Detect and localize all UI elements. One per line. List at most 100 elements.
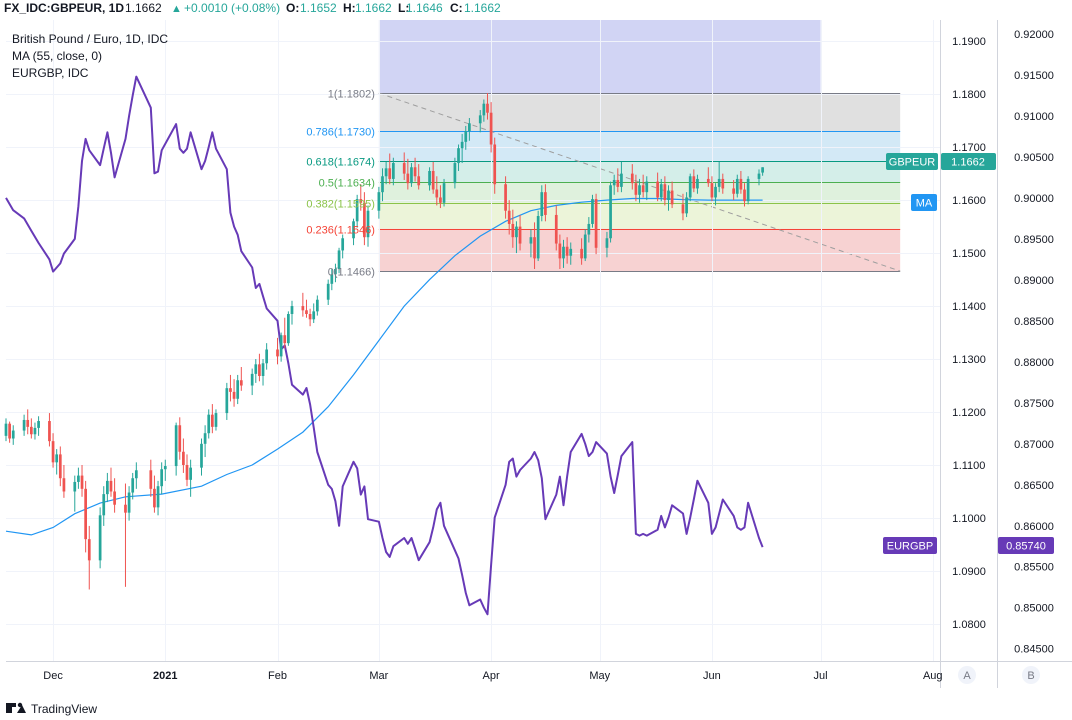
candle xyxy=(330,268,334,291)
price-tick-left: 1.1400 xyxy=(952,301,986,313)
up-arrow-icon: ▲ xyxy=(171,3,182,15)
candle-body xyxy=(29,426,33,435)
candle-body xyxy=(616,179,620,187)
candle-body xyxy=(265,349,269,364)
tradingview-brand[interactable]: TradingView xyxy=(31,702,97,716)
candle xyxy=(670,181,674,209)
price-tick-right: 0.91500 xyxy=(1014,70,1054,82)
candle xyxy=(8,421,11,443)
fib-zone xyxy=(378,93,901,132)
fib-zone xyxy=(378,160,901,183)
candle xyxy=(442,178,446,207)
gbpeur-name-text: GBPEUR xyxy=(889,157,936,169)
candle-body xyxy=(229,388,232,392)
candle xyxy=(381,168,384,202)
candle xyxy=(308,308,312,327)
candle xyxy=(366,205,370,247)
candle xyxy=(431,161,435,194)
candle xyxy=(721,173,725,194)
scale-b-button[interactable]: B xyxy=(1022,666,1040,684)
candle-body xyxy=(442,183,446,203)
candle-body xyxy=(239,380,243,386)
price-axis-left[interactable]: 1.1900 1.1800 1.1700 1.1600 1.1500 1.1400 1.13… xyxy=(952,36,986,631)
candle-body xyxy=(692,176,696,189)
candle-body xyxy=(98,515,102,561)
low-value: 1.1646 xyxy=(406,1,443,15)
price-tick-left: 1.0900 xyxy=(952,566,986,578)
time-tick: Apr xyxy=(483,670,500,682)
candle-body xyxy=(210,414,214,427)
time-tick: Feb xyxy=(268,670,287,682)
candle xyxy=(428,167,431,191)
candle-body xyxy=(391,163,395,179)
candle-body xyxy=(670,190,674,205)
legend-eurgbp[interactable]: EURGBP, IDC xyxy=(12,66,89,80)
legend-ma[interactable]: MA (55, close, 0) xyxy=(12,49,102,63)
legend[interactable]: British Pound / Euro, 1D, IDC MA (55, cl… xyxy=(12,32,168,80)
candle xyxy=(732,179,736,201)
candle xyxy=(98,507,102,569)
candle-body xyxy=(511,223,515,238)
candle-body xyxy=(641,185,645,193)
price-tick-right: 0.85000 xyxy=(1014,603,1054,615)
eurgbp-name-text: EURGBP xyxy=(887,541,933,553)
gbpeur-price-badge: 1.1662 xyxy=(941,153,996,170)
candle xyxy=(134,462,138,489)
candle xyxy=(29,418,33,439)
candle xyxy=(659,178,663,202)
eurgbp-line-layer xyxy=(5,75,764,616)
candle-body xyxy=(504,184,507,211)
candle-body xyxy=(312,311,316,320)
candle xyxy=(156,480,160,516)
candle xyxy=(124,483,127,587)
auto-scale-button[interactable]: A xyxy=(958,666,976,684)
candle-body xyxy=(493,144,497,185)
fib-level-label: 0(1.1466) xyxy=(328,267,375,279)
candle xyxy=(565,237,569,264)
candle xyxy=(37,416,40,436)
open-label: O: xyxy=(286,1,299,15)
tradingview-logo-icon[interactable] xyxy=(6,702,26,713)
candle-body xyxy=(283,335,287,344)
candle-body xyxy=(200,443,203,468)
candle xyxy=(254,359,258,383)
high-value: 1.1662 xyxy=(355,1,392,15)
candle-body xyxy=(109,480,113,492)
auto-scale-label: A xyxy=(963,670,971,682)
scale-b-label: B xyxy=(1027,670,1034,682)
candle-body xyxy=(381,176,384,193)
candle-body xyxy=(330,274,334,284)
candle xyxy=(239,366,243,391)
price-tick-left: 1.1200 xyxy=(952,407,986,419)
candle-body xyxy=(696,178,699,189)
candle-body xyxy=(761,167,764,173)
candle-body xyxy=(605,238,609,248)
price-axis-right[interactable]: 0.92000 0.91500 0.91000 0.90500 0.90000 0.895… xyxy=(1014,29,1054,656)
candle xyxy=(681,193,685,221)
candle xyxy=(435,176,439,206)
candle-body xyxy=(156,486,160,508)
candle-body xyxy=(515,226,518,238)
time-axis[interactable]: Dec 2021 Feb Mar Apr May Jun Jul Aug xyxy=(43,670,942,682)
price-tick-right: 0.84500 xyxy=(1014,644,1054,656)
candle xyxy=(641,174,645,198)
price-tick-left: 1.1800 xyxy=(952,89,986,101)
candle-body xyxy=(735,178,739,194)
price-tick-right: 0.86000 xyxy=(1014,521,1054,533)
candle xyxy=(453,157,457,189)
candle-body xyxy=(377,192,381,211)
candle-body xyxy=(384,168,388,177)
candle xyxy=(402,152,406,180)
price-tick-right: 0.88000 xyxy=(1014,357,1054,369)
candle xyxy=(696,174,699,194)
candle-body xyxy=(634,183,638,195)
candle-body xyxy=(428,170,431,186)
candle xyxy=(634,174,638,202)
candle xyxy=(507,200,511,235)
candle xyxy=(413,157,417,182)
candle xyxy=(113,478,116,513)
legend-main-series[interactable]: British Pound / Euro, 1D, IDC xyxy=(12,32,168,46)
candle xyxy=(355,194,359,228)
candle xyxy=(326,279,330,306)
candle-body xyxy=(681,204,685,214)
